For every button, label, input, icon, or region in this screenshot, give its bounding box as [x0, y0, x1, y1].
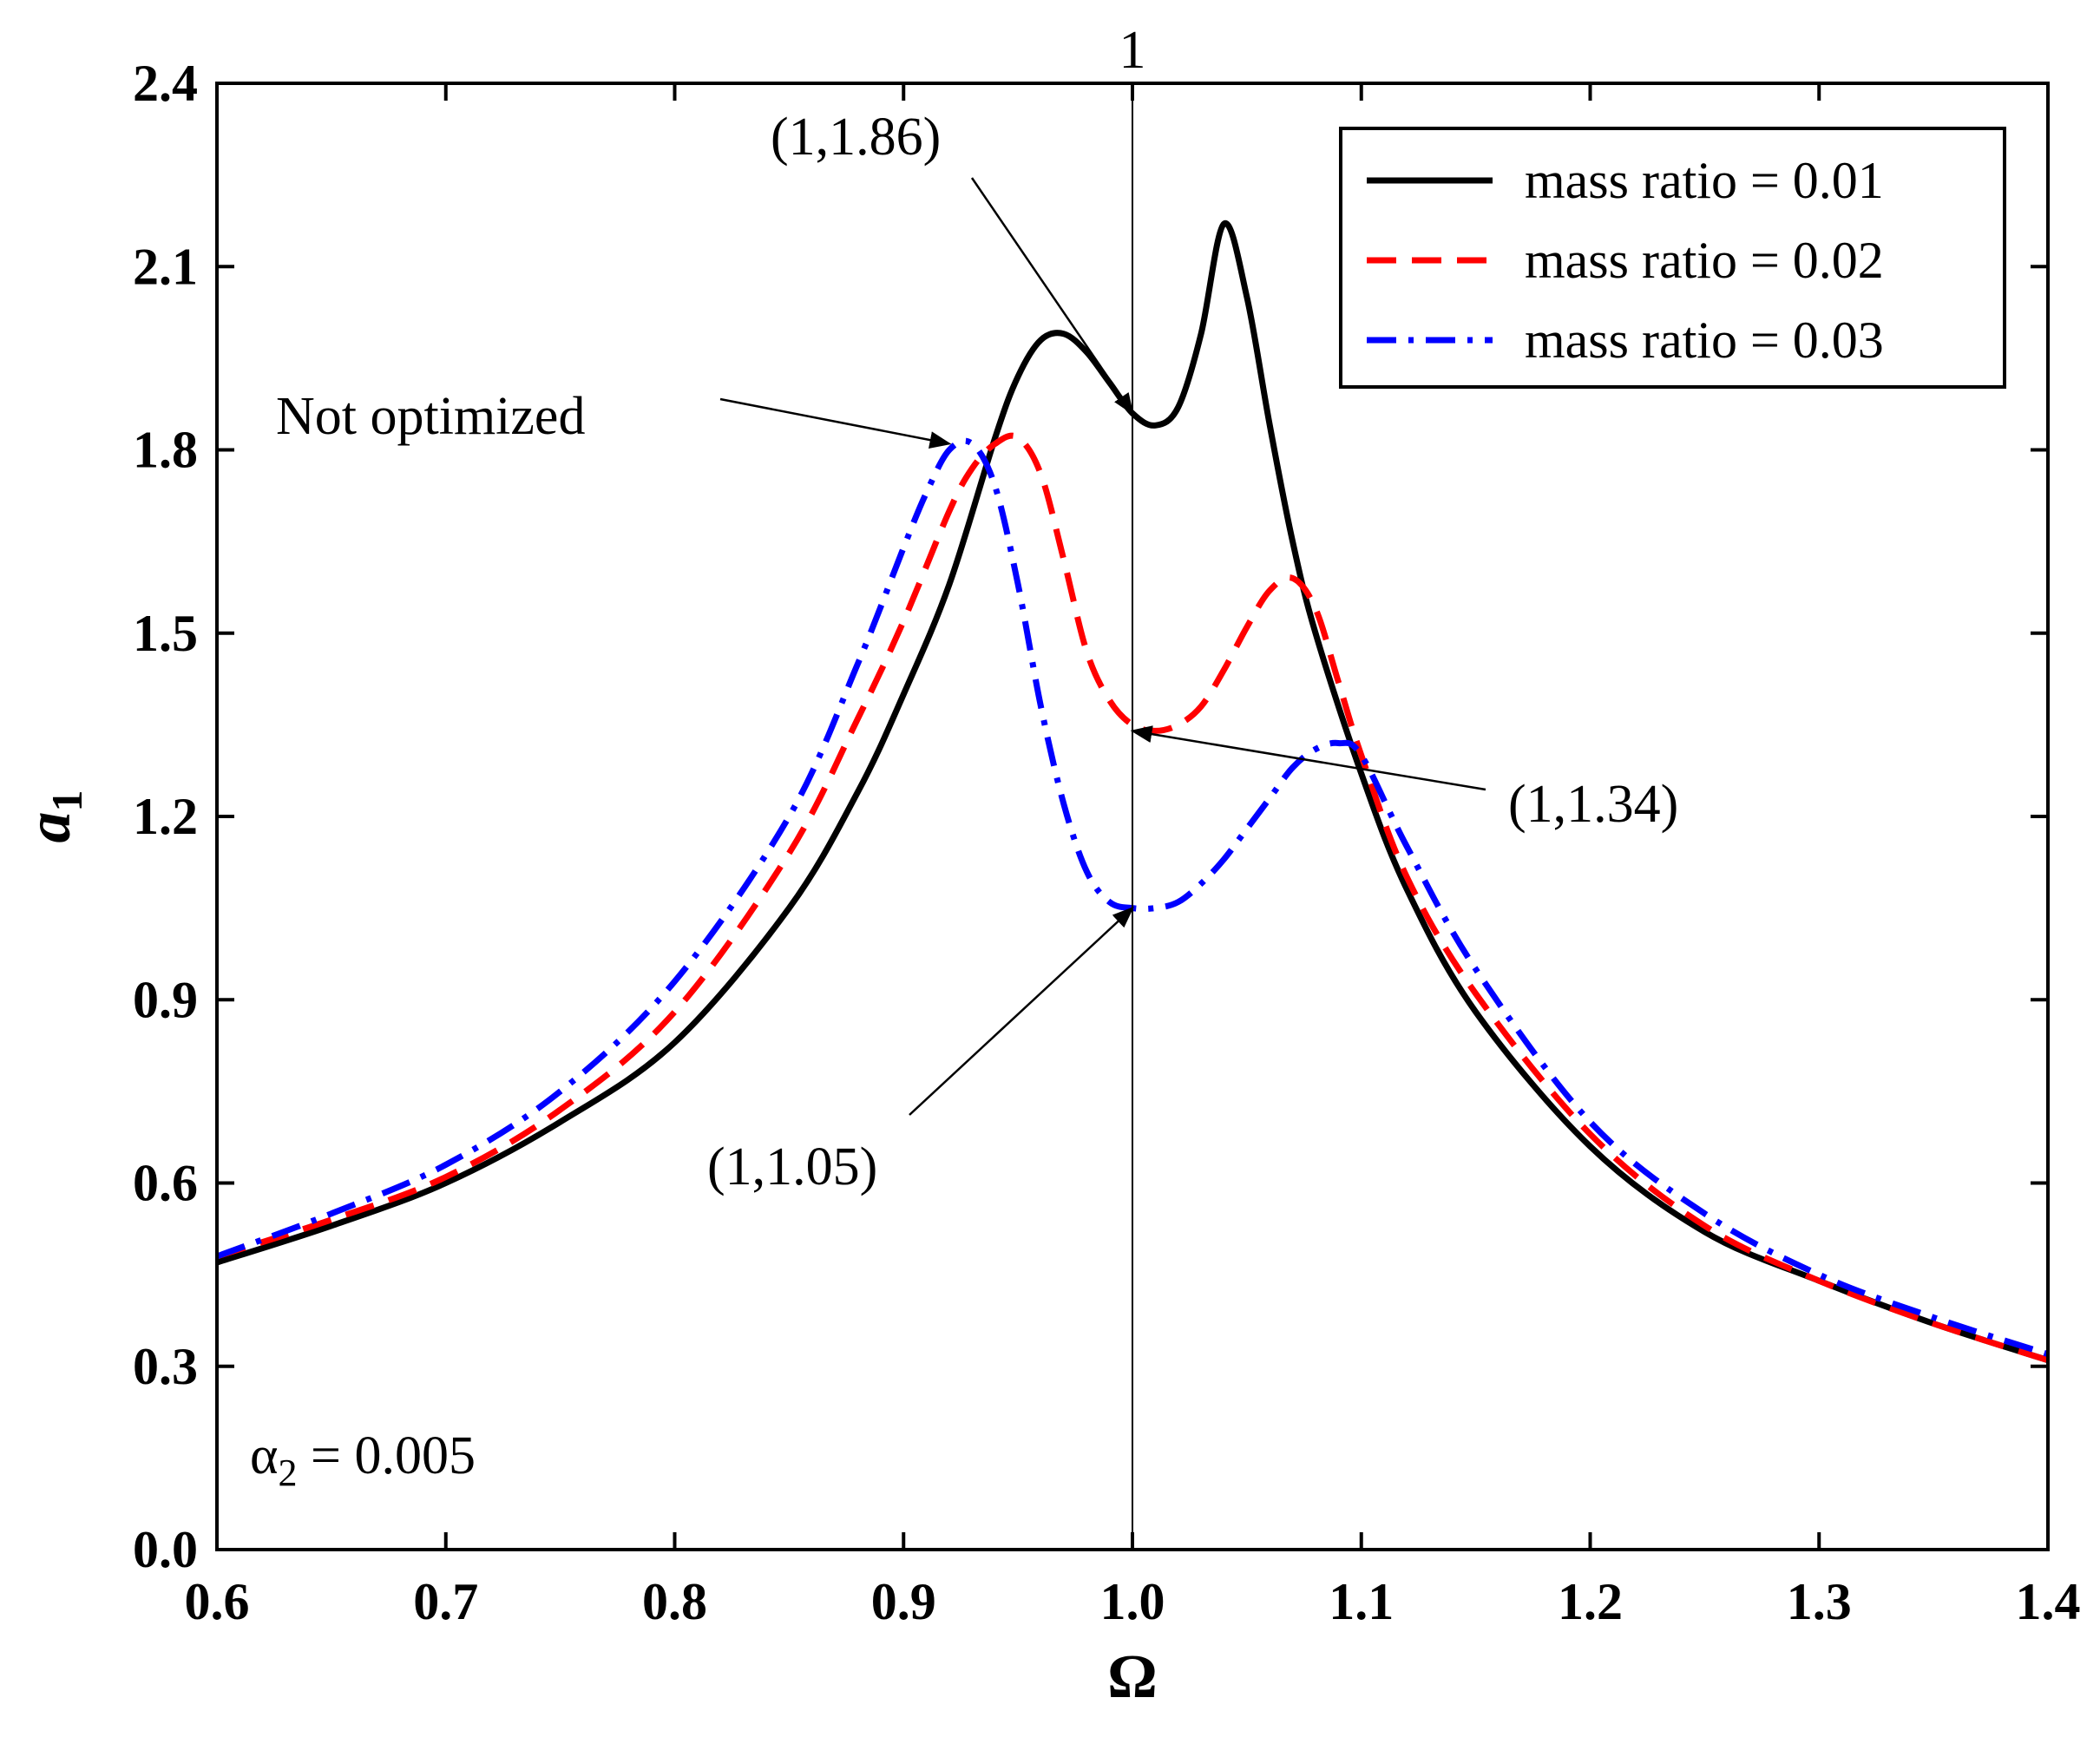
- series-layer: [215, 220, 2050, 1364]
- series-line-mass-ratio-0.02: [215, 432, 2050, 1364]
- series-line-mass-ratio-0.01: [215, 220, 2050, 1364]
- x-tick-label-0.9: 0.9: [871, 1573, 936, 1630]
- annotation-arrow-1-1.05: [909, 906, 1134, 1116]
- series-line-mass-ratio-0.03: [215, 437, 2050, 1358]
- annotation-label-not-optimized: Not optimized: [276, 387, 585, 446]
- y-tick-label-2.1: 2.1: [133, 238, 198, 295]
- y-tick-label-0.6: 0.6: [133, 1155, 198, 1212]
- annotation-label-1-1.05: (1,1.05): [707, 1137, 877, 1196]
- parameter-value: = 0.005: [297, 1426, 475, 1485]
- legend-box: [1339, 127, 2006, 389]
- legend-label-mass-ratio-0.01: mass ratio = 0.01: [1525, 152, 1884, 209]
- tick-layer: 0.6 0.7 0.8 0.9 1.0 1.1 1.2 1.3 1.4 0.0 0.3 0.6 0.9 1…: [133, 55, 2081, 1630]
- x-tick-label-1.1: 1.1: [1329, 1573, 1394, 1630]
- y-axis-title-subscript: 1: [43, 790, 91, 812]
- x-tick-label-0.7: 0.7: [413, 1573, 478, 1630]
- y-tick-label-2.4: 2.4: [133, 55, 198, 112]
- parameter-symbol: α: [250, 1426, 278, 1485]
- y-axis-title: a1: [14, 790, 91, 843]
- x-tick-label-1.0: 1.0: [1100, 1573, 1165, 1630]
- legend-label-mass-ratio-0.02: mass ratio = 0.02: [1525, 232, 1884, 289]
- x-tick-label-0.8: 0.8: [642, 1573, 707, 1630]
- parameter-note: α2 = 0.005: [250, 1426, 476, 1494]
- annotation-arrow-1-1.86: [970, 177, 1134, 416]
- y-tick-label-1.8: 1.8: [133, 422, 198, 479]
- reference-line-label: 1: [1119, 21, 1146, 80]
- annotation-arrow-not-optimized: [719, 397, 952, 449]
- x-tick-label-0.6: 0.6: [185, 1573, 250, 1630]
- x-tick-label-1.4: 1.4: [2016, 1573, 2081, 1630]
- annotation-label-1-1.86: (1,1.86): [771, 108, 941, 167]
- annotation-label-1-1.34: (1,1.34): [1508, 775, 1678, 834]
- y-tick-label-0.3: 0.3: [133, 1338, 198, 1395]
- annotation-arrow-1-1.34: [1130, 725, 1486, 791]
- x-axis-title: Ω: [1107, 1642, 1158, 1711]
- x-tick-label-1.3: 1.3: [1787, 1573, 1852, 1630]
- annotation-layer: (1,1.86) (1,1.34) (1,1.05) Not optimized: [276, 108, 1678, 1196]
- parameter-subscript: 2: [278, 1452, 297, 1494]
- y-axis-title-main: a: [14, 812, 83, 843]
- legend-label-mass-ratio-0.03: mass ratio = 0.03: [1525, 311, 1884, 369]
- y-tick-label-0.0: 0.0: [133, 1521, 198, 1578]
- legend: mass ratio = 0.01 mass ratio = 0.02 mass…: [1339, 127, 2006, 389]
- y-tick-label-1.2: 1.2: [133, 788, 198, 845]
- y-tick-label-0.9: 0.9: [133, 971, 198, 1028]
- x-tick-label-1.2: 1.2: [1558, 1573, 1623, 1630]
- y-tick-label-1.5: 1.5: [133, 605, 198, 662]
